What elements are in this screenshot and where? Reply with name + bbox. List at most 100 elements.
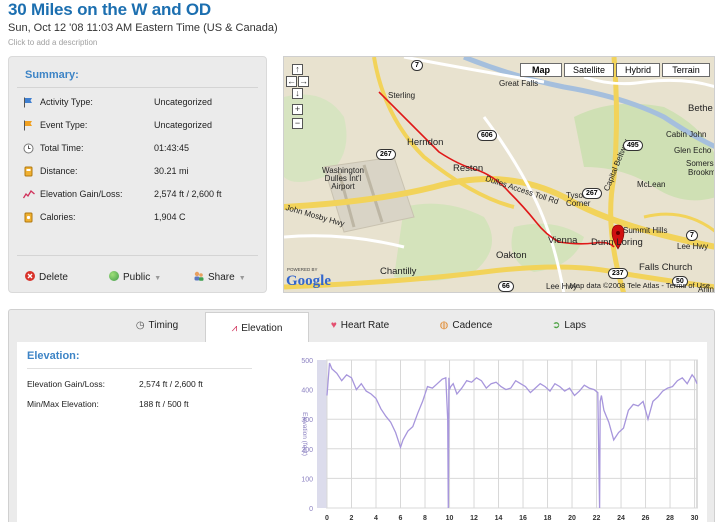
summary-label: Calories: — [40, 212, 76, 222]
summary-value: 1,904 C — [154, 212, 186, 222]
summary-value: Uncategorized — [154, 120, 213, 130]
y-tick-label: 100 — [301, 476, 313, 483]
y-tick-label: 300 — [301, 417, 313, 424]
route-shield: 267 — [376, 149, 396, 160]
route-shield: 50 — [672, 276, 688, 287]
map-road-label: Lee Hwy — [546, 282, 578, 291]
pan-right-button[interactable]: → — [298, 76, 309, 87]
elevation-label: Elevation Gain/Loss: — [27, 379, 105, 389]
map-place-label: Great Falls — [499, 79, 539, 88]
tab-elevation[interactable]: ⩘ Elevation — [205, 312, 309, 343]
summary-row-calories: Calories: 1,904 C — [21, 210, 261, 226]
elevation-icon — [22, 189, 35, 199]
zoom-in-button[interactable]: + — [292, 104, 303, 115]
delete-label: Delete — [39, 272, 68, 283]
divider — [17, 87, 258, 88]
summary-panel: Summary: Activity Type: Uncategorized Ev… — [8, 56, 267, 293]
share-dropdown[interactable]: Share ▼ — [193, 271, 246, 283]
google-logo[interactable]: Google — [286, 273, 331, 289]
x-tick-label: 12 — [470, 515, 478, 522]
summary-label: Distance: — [40, 166, 78, 176]
tab-label: Timing — [148, 320, 179, 331]
delete-button[interactable]: Delete — [25, 271, 68, 283]
summary-row-elevation: Elevation Gain/Loss: 2,574 ft / 2,600 ft — [21, 187, 261, 203]
tab-timing[interactable]: ◷ Timing — [127, 310, 187, 341]
map-type-hybrid[interactable]: Hybrid — [616, 63, 660, 77]
powered-by-label: POWERED BY — [287, 267, 318, 272]
map-place-label: Summit Hills — [623, 226, 668, 235]
map-place-label: Bethe — [688, 103, 713, 114]
divider — [27, 368, 252, 369]
map-place-label: Arlin — [698, 285, 715, 293]
route-shield: 267 — [582, 188, 602, 199]
summary-value: Uncategorized — [154, 97, 213, 107]
elevation-label: Min/Max Elevation: — [27, 399, 99, 409]
summary-row-event-type: Event Type: Uncategorized — [21, 118, 261, 134]
map-place-label: Somerset — [686, 159, 714, 168]
route-shield: 66 — [498, 281, 514, 292]
map-place-label: Lee Hwy — [677, 242, 709, 251]
clock-icon: ◷ — [135, 320, 145, 331]
map-place-label: Vienna — [548, 235, 578, 246]
x-tick-label: 0 — [325, 515, 329, 522]
tab-label: Laps — [564, 320, 587, 331]
share-icon — [193, 271, 204, 281]
tab-label: Cadence — [452, 320, 493, 331]
summary-row-activity-type: Activity Type: Uncategorized — [21, 95, 261, 111]
plot-area — [326, 359, 698, 509]
y-tick-label: 0 — [309, 506, 313, 513]
elevation-line — [326, 362, 698, 509]
map-type-terrain[interactable]: Terrain — [662, 63, 710, 77]
zoom-out-button[interactable]: − — [292, 118, 303, 129]
add-description-link[interactable]: Click to add a description — [8, 38, 98, 47]
x-tick-label: 6 — [399, 515, 403, 522]
tab-heart-rate[interactable]: ♥ Heart Rate — [325, 310, 395, 341]
map-type-satellite[interactable]: Satellite — [564, 63, 614, 77]
tab-label: Heart Rate — [340, 320, 390, 331]
tab-laps[interactable]: ➲ Laps — [547, 310, 591, 341]
x-tick-label: 8 — [423, 515, 427, 522]
summary-value: 2,574 ft / 2,600 ft — [154, 189, 222, 199]
elevation-heading: Elevation: — [27, 350, 80, 362]
summary-row-distance: Distance: 30.21 mi — [21, 164, 261, 180]
route-shield: 495 — [623, 140, 643, 151]
pan-up-button[interactable]: ↑ — [292, 64, 303, 75]
map-place-label: Reston — [453, 163, 484, 174]
pan-down-button[interactable]: ↓ — [292, 88, 303, 99]
divider — [17, 255, 258, 256]
x-tick-label: 30 — [691, 515, 699, 522]
heart-icon: ♥ — [330, 320, 337, 331]
route-shield: 606 — [477, 130, 497, 141]
globe-icon — [109, 271, 119, 281]
elevation-row: Elevation Gain/Loss: 2,574 ft / 2,600 ft — [27, 379, 203, 389]
summary-value: 30.21 mi — [154, 166, 189, 176]
flag-orange-icon — [23, 120, 33, 131]
pan-left-button[interactable]: ← — [286, 76, 297, 87]
map-place-label: McLean — [637, 180, 666, 189]
flag-blue-icon — [23, 97, 33, 108]
x-tick-label: 14 — [495, 515, 503, 522]
map-type-map[interactable]: Map — [520, 63, 562, 77]
map-place-label: Washington Dulles Int'l Airport — [322, 166, 364, 191]
x-tick-label: 4 — [374, 515, 378, 522]
summary-label: Activity Type: — [40, 97, 93, 107]
privacy-dropdown[interactable]: Public ▼ — [109, 271, 161, 283]
y-tick-label: 400 — [301, 388, 313, 395]
map-canvas — [284, 57, 714, 292]
elevation-tab-content: Elevation: Elevation Gain/Loss: 2,574 ft… — [17, 342, 707, 522]
tab-cadence[interactable]: ◍ Cadence — [433, 310, 499, 341]
chevron-down-icon: ▼ — [238, 275, 246, 282]
x-tick-label: 2 — [350, 515, 354, 522]
map-copyright[interactable]: Map data ©2008 Tele Atlas - Terms of Use — [569, 281, 710, 290]
map-place-label: Brookmo — [688, 168, 715, 177]
map-place-label: Chantilly — [380, 266, 417, 277]
route-map[interactable]: ↑ ← → ↓ + − Map Satellite Hybrid Terrain… — [283, 56, 715, 293]
route-shield: 7 — [686, 230, 698, 241]
map-place-label: Oakton — [496, 250, 527, 261]
cadence-icon: ◍ — [439, 320, 449, 331]
privacy-label: Public — [123, 272, 151, 283]
map-place-label: Falls Church — [639, 262, 693, 273]
elevation-row: Min/Max Elevation: 188 ft / 500 ft — [27, 399, 189, 409]
